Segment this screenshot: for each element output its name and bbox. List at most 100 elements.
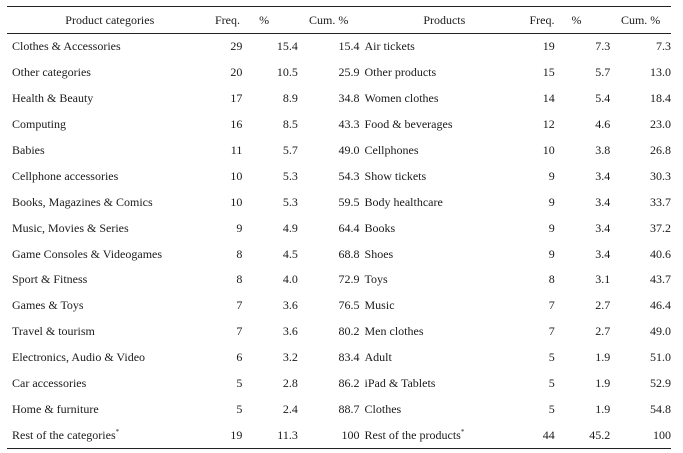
category-cell-text: Electronics, Audio & Video <box>12 350 146 365</box>
category-freq-cell-text: 17 <box>230 91 243 106</box>
frequency-table: Product categories Freq. % Cum. % Produc… <box>7 6 671 450</box>
product-cum-cell: 46.4 <box>610 293 671 319</box>
category-cum-cell-text: 88.7 <box>338 401 360 416</box>
category-cell-text: Cellphone accessories <box>12 168 119 183</box>
product-freq-cell-text: 7 <box>548 298 555 313</box>
category-pct-cell: 10.5 <box>242 60 298 86</box>
category-pct-cell: 2.8 <box>242 371 298 397</box>
category-freq-cell: 20 <box>213 60 243 86</box>
product-pct-cell: 3.4 <box>555 241 610 267</box>
product-cum-cell-text: 18.4 <box>650 91 671 106</box>
product-cell-text: Clothes <box>364 401 402 416</box>
product-cell-text: Body healthcare <box>364 194 443 209</box>
product-freq-cell-text: 44 <box>542 427 555 442</box>
category-cell: Car accessories <box>7 371 213 397</box>
product-cum-cell: 23.0 <box>610 112 671 138</box>
table-row: Game Consoles & Videogames 8 4.5 68.8 Shoes 9… <box>7 241 671 267</box>
product-pct-cell-text: 1.9 <box>595 350 611 365</box>
product-cell: Other products <box>360 60 530 86</box>
product-cum-cell: 49.0 <box>610 319 671 345</box>
category-cell: Music, Movies & Series <box>7 215 213 241</box>
category-cum-cell: 72.9 <box>298 267 360 293</box>
product-cum-cell-text: 52.9 <box>650 376 671 391</box>
category-cum-cell-text: 72.9 <box>338 272 360 287</box>
product-cum-cell: 43.7 <box>610 267 671 293</box>
product-cell-text: Show tickets <box>364 168 427 183</box>
product-freq-cell: 44 <box>529 422 555 450</box>
product-cum-cell-text: 26.8 <box>650 143 671 157</box>
category-freq-cell: 17 <box>213 86 243 112</box>
header-cum-products: Cum. % <box>610 7 671 34</box>
category-pct-cell-text: 3.6 <box>282 324 298 339</box>
category-freq-cell: 5 <box>213 371 243 397</box>
category-freq-cell: 8 <box>213 241 242 267</box>
category-pct-cell: 4.5 <box>242 241 298 267</box>
product-cell: Body healthcare <box>360 189 530 215</box>
category-pct-cell: 3.6 <box>242 293 298 319</box>
product-cum-cell: 100 <box>610 422 671 450</box>
table-row: Home & furniture 5 2.4 88.7 Clothes 5 1.9 54.8 <box>7 396 671 422</box>
product-cell-text: Air tickets <box>364 39 415 54</box>
product-pct-cell-text: 5.7 <box>595 65 611 80</box>
category-freq-cell: 8 <box>213 267 242 293</box>
table-row: Car accessories 5 2.8 86.2 iPad & Tablets 5 1.… <box>7 371 671 397</box>
product-pct-cell-text: 5.4 <box>595 91 611 106</box>
product-freq-cell-text: 5 <box>548 350 555 365</box>
category-pct-cell: 11.3 <box>242 422 298 450</box>
product-pct-cell: 1.9 <box>555 396 610 422</box>
category-cell: Clothes & Accessories <box>7 34 213 60</box>
product-freq-cell: 15 <box>529 60 555 86</box>
category-cum-cell-text: 25.9 <box>338 65 360 80</box>
product-cell-text: Music <box>364 298 395 313</box>
category-freq-cell-text: 9 <box>236 220 243 235</box>
product-pct-cell-text: 1.9 <box>595 376 611 391</box>
header-pct-categories: % <box>242 7 298 34</box>
product-cell: Show tickets <box>360 163 530 189</box>
category-cell: Cellphone accessories <box>7 163 213 189</box>
product-freq-cell-text: 9 <box>548 220 555 235</box>
table-body: Clothes & Accessories 29 15.4 15.4 Air ticke… <box>7 34 671 450</box>
product-pct-cell: 5.4 <box>555 86 611 112</box>
product-cell: Music <box>360 293 530 319</box>
product-freq-cell-text: 10 <box>542 143 555 157</box>
category-pct-cell: 4.9 <box>242 215 298 241</box>
product-freq-cell: 9 <box>529 189 555 215</box>
category-freq-cell: 6 <box>213 345 242 371</box>
category-freq-cell: 5 <box>213 396 242 422</box>
table-row: Babies 11 5.7 49.0 Cellphones 10 3.8 26.8 <box>7 138 671 164</box>
category-freq-cell: 19 <box>212 422 243 450</box>
category-freq-cell-text: 5 <box>236 376 243 391</box>
category-cum-cell-text: 49.0 <box>338 143 360 157</box>
category-cum-cell: 86.2 <box>298 371 360 397</box>
product-freq-cell-text: 19 <box>542 39 555 54</box>
category-cum-cell-text: 80.2 <box>338 324 360 339</box>
product-cum-cell-text: 40.6 <box>650 246 671 261</box>
category-cum-cell-text: 100 <box>341 427 360 442</box>
product-cell-text: Shoes <box>364 246 394 261</box>
category-cum-cell: 83.4 <box>298 345 360 371</box>
footnote-mark: * <box>115 427 120 436</box>
category-freq-cell-text: 20 <box>230 65 243 80</box>
category-pct-cell-text: 3.2 <box>282 350 298 365</box>
product-cum-cell: 40.6 <box>610 241 671 267</box>
product-cell-text: Adult <box>364 350 392 365</box>
table-row: Games & Toys 7 3.6 76.5 Music 7 2.7 46.4 <box>7 293 671 319</box>
category-cum-cell: 25.9 <box>298 60 360 86</box>
category-cum-cell-text: 34.8 <box>338 91 360 106</box>
category-cell: Health & Beauty <box>7 86 213 112</box>
table-row: Cellphone accessories 10 5.3 54.3 Show ticke… <box>7 163 671 189</box>
category-cell-text: Clothes & Accessories <box>12 39 121 54</box>
product-cum-cell-text: 100 <box>653 427 671 442</box>
category-pct-cell-text: 3.6 <box>282 298 298 313</box>
product-pct-cell: 45.2 <box>554 422 611 450</box>
product-freq-cell: 8 <box>529 267 555 293</box>
category-cum-cell-text: 43.3 <box>338 117 360 132</box>
product-pct-cell: 1.9 <box>555 345 611 371</box>
category-freq-cell: 10 <box>213 189 242 215</box>
product-cell-text: Cellphones <box>364 143 419 157</box>
category-pct-cell-text: 8.9 <box>282 91 298 106</box>
category-cum-cell-text: 83.4 <box>338 350 360 365</box>
category-cell: Electronics, Audio & Video <box>7 345 213 371</box>
product-cum-cell-text: 54.8 <box>650 401 671 416</box>
category-freq-cell: 29 <box>213 34 242 60</box>
